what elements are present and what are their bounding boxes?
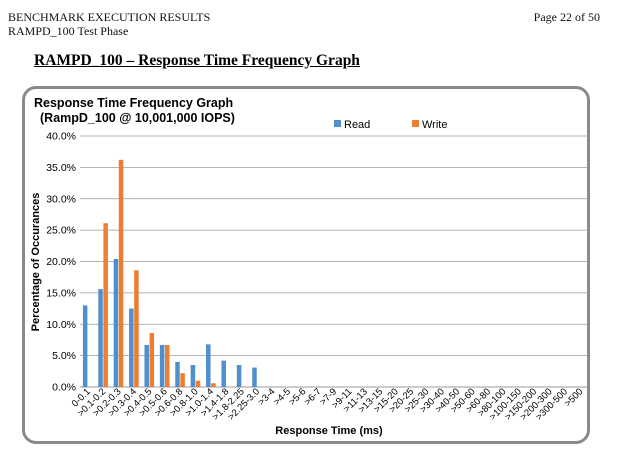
legend-write-swatch xyxy=(412,120,419,127)
legend-read-label: Read xyxy=(344,119,370,131)
read-bar xyxy=(113,258,119,387)
report-header-title: BENCHMARK EXECUTION RESULTS xyxy=(8,10,211,24)
read-bar xyxy=(252,367,257,387)
read-bar xyxy=(175,361,180,387)
legend-read-swatch xyxy=(334,120,341,127)
y-tick-labels: 0.0% 5.0% 10.0% 15.0% 20.0% 25.0% 30.0% 35.0% 40… xyxy=(46,131,76,394)
x-tick-labels: 0-0.1>0.1-0.2>0.2-0.3>0.3-0.4>0.4-0.5>0.… xyxy=(70,386,586,422)
read-bar xyxy=(236,365,242,387)
report-header-subtitle: RAMPD_100 Test Phase xyxy=(8,24,129,38)
write-bar xyxy=(164,344,170,387)
read-bar xyxy=(98,289,103,387)
y-tick-label: 40.0% xyxy=(46,131,76,143)
legend: Read Write xyxy=(334,119,447,131)
read-bar xyxy=(129,308,134,387)
write-bar xyxy=(134,270,139,387)
y-tick-label: 35.0% xyxy=(46,162,76,174)
chart-title-line2: (RampD_100 @ 10,001,000 IOPS) xyxy=(40,111,235,125)
section-title: RAMPD_100 – Response Time Frequency Grap… xyxy=(34,52,360,69)
write-bar xyxy=(180,373,185,387)
y-tick-label: 20.0% xyxy=(46,256,76,268)
y-tick-label: 15.0% xyxy=(46,287,76,299)
y-tick-label: 0.0% xyxy=(52,382,76,394)
write-bar xyxy=(118,159,124,387)
y-tick-label: 10.0% xyxy=(46,319,76,331)
chart-title-line1: Response Time Frequency Graph xyxy=(34,96,233,110)
y-tick-label: 25.0% xyxy=(46,225,76,237)
read-bar xyxy=(159,344,165,387)
write-bar xyxy=(103,223,108,387)
legend-write-label: Write xyxy=(422,119,447,131)
y-tick-label: 5.0% xyxy=(52,350,76,362)
read-bar xyxy=(206,344,211,387)
grid-lines xyxy=(80,135,588,388)
write-bar xyxy=(211,383,216,387)
read-bar xyxy=(190,365,196,387)
y-axis-label: Percentage of Occurances xyxy=(30,193,42,332)
read-bar xyxy=(144,344,149,387)
bars xyxy=(82,159,257,387)
y-tick-label: 30.0% xyxy=(46,193,76,205)
write-bar xyxy=(195,380,201,387)
read-bar xyxy=(221,360,226,387)
x-axis-label: Response Time (ms) xyxy=(275,425,383,437)
write-bar xyxy=(149,333,155,387)
page-number: Page 22 of 50 xyxy=(533,10,600,24)
read-bar xyxy=(82,305,88,387)
x-tick-label: >500 xyxy=(563,386,586,409)
